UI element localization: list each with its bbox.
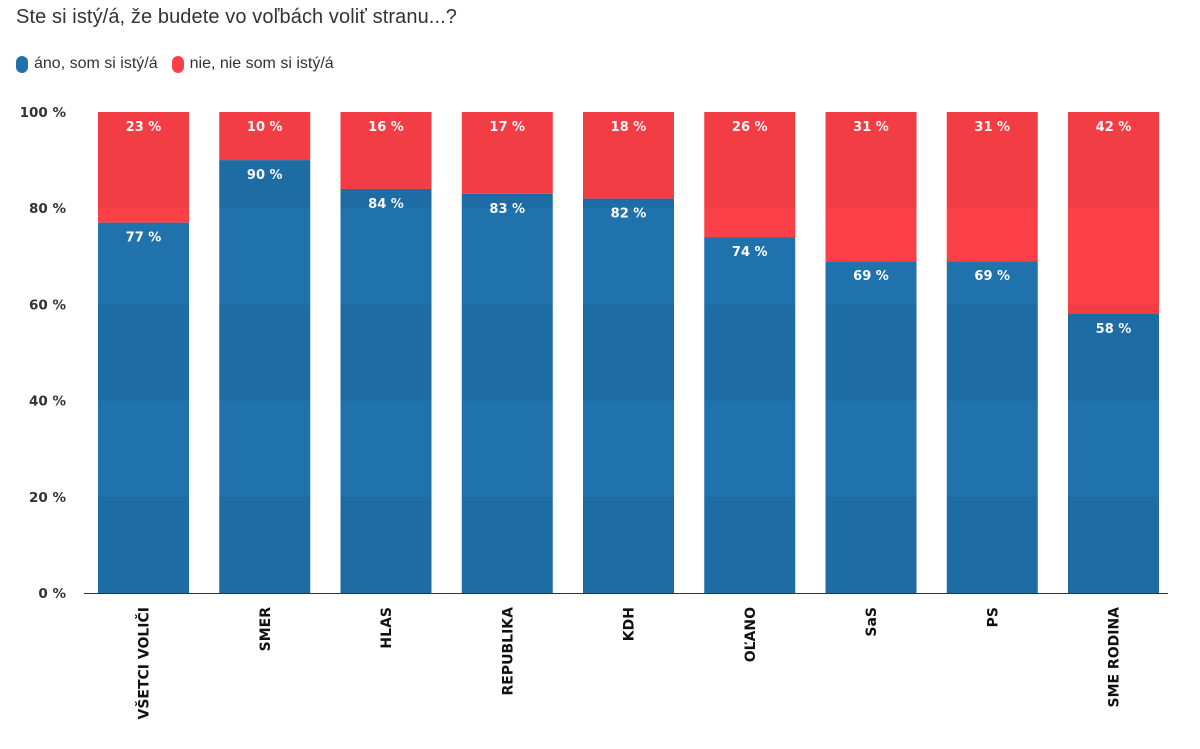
bar-band-shade — [1068, 304, 1159, 400]
data-label-yes: 84 % — [368, 197, 404, 212]
data-label-yes: 69 % — [853, 269, 889, 284]
y-tick-label: 40 % — [29, 394, 66, 410]
data-label-yes: 90 % — [247, 168, 283, 183]
bar-band-shade — [583, 497, 674, 593]
data-label-no: 31 % — [853, 120, 889, 135]
bar-segment-yes — [219, 160, 311, 593]
bar-band-shade — [704, 112, 795, 208]
data-label-yes: 69 % — [974, 269, 1010, 284]
bar-segment-yes — [583, 198, 674, 593]
bar-band-shade — [462, 112, 553, 208]
data-label-no: 10 % — [247, 120, 283, 135]
bar-segment-no — [340, 112, 432, 189]
category-label: SaS — [864, 607, 880, 637]
bar-segment-no — [461, 112, 553, 194]
chart-title: Ste si istý/á, že budete vo voľbách voli… — [16, 6, 457, 28]
bar-band-shade — [219, 304, 310, 400]
bar-band-shade — [1068, 112, 1159, 208]
bar-band-shade — [947, 112, 1038, 208]
legend-swatch-no — [171, 55, 184, 73]
bar-segment-no — [98, 112, 189, 223]
category-label: VŠETCI VOLIČI — [135, 607, 153, 720]
category-label: SME RODINA — [1107, 607, 1123, 708]
bar-band-shade — [583, 112, 674, 208]
bar-band-shade — [826, 304, 917, 400]
legend-item-yes[interactable]: áno, som si istý/á — [16, 55, 158, 73]
category-label: OĽANO — [743, 607, 759, 662]
bar-segment-yes — [946, 261, 1038, 593]
bar-segment-no — [825, 112, 917, 262]
bar-band-shade — [583, 304, 674, 400]
data-label-yes: 77 % — [126, 231, 162, 246]
bar-band-shade — [219, 497, 310, 593]
bar-segment-no — [946, 112, 1038, 262]
bar-band-shade — [341, 304, 432, 400]
data-label-no: 16 % — [368, 120, 404, 135]
bar-segment-no — [219, 112, 311, 161]
bar-band-shade — [826, 112, 917, 208]
y-tick-label: 100 % — [20, 105, 67, 121]
bar-band-shade — [704, 304, 795, 400]
legend-label-no: nie, nie som si istý/á — [189, 55, 334, 72]
bar-band-shade — [98, 112, 189, 208]
bar-band-shade — [1068, 497, 1159, 593]
bar-band-shade — [462, 497, 553, 593]
bar-segment-yes — [461, 193, 553, 593]
y-tick-label: 0 % — [38, 586, 66, 602]
data-label-yes: 58 % — [1096, 322, 1132, 337]
bar-band-shade — [341, 112, 432, 208]
bar-band-shade — [947, 497, 1038, 593]
data-label-no: 18 % — [611, 120, 647, 135]
legend-swatch-yes — [16, 55, 28, 73]
bar-band-shade — [947, 304, 1038, 400]
data-label-yes: 74 % — [732, 245, 768, 260]
category-label: KDH — [622, 607, 638, 641]
bar-band-shade — [826, 497, 917, 593]
legend-label-yes: áno, som si istý/á — [34, 55, 158, 72]
bar-segment-yes — [340, 188, 432, 593]
data-label-no: 31 % — [974, 120, 1010, 135]
data-label-no: 42 % — [1096, 120, 1132, 135]
chart-legend: áno, som si istý/á nie, nie som si istý/… — [16, 55, 348, 73]
bar-band-shade — [462, 304, 553, 400]
category-label: HLAS — [379, 607, 395, 649]
bar-segment-yes — [825, 261, 917, 593]
bar-segment-no — [1068, 112, 1159, 315]
data-label-no: 26 % — [732, 120, 768, 135]
y-tick-label: 60 % — [29, 297, 66, 313]
bar-segment-yes — [1068, 314, 1159, 593]
bar-segment-yes — [98, 222, 189, 593]
bar-band-shade — [98, 497, 189, 593]
data-label-yes: 82 % — [611, 207, 647, 222]
y-tick-label: 20 % — [29, 490, 66, 506]
category-label: SMER — [258, 607, 274, 652]
bar-band-shade — [341, 497, 432, 593]
legend-item-no[interactable]: nie, nie som si istý/á — [171, 55, 334, 73]
category-label: REPUBLIKA — [500, 607, 516, 696]
bar-segment-no — [583, 112, 674, 199]
data-label-no: 23 % — [126, 120, 162, 135]
data-label-yes: 83 % — [489, 202, 525, 217]
bar-band-shade — [704, 497, 795, 593]
bar-band-shade — [98, 304, 189, 400]
bar-band-shade — [219, 112, 310, 208]
category-label: PS — [985, 607, 1001, 627]
bar-segment-yes — [704, 237, 796, 593]
data-label-no: 17 % — [489, 120, 525, 135]
bar-segment-no — [704, 112, 796, 238]
y-tick-label: 80 % — [29, 201, 66, 217]
